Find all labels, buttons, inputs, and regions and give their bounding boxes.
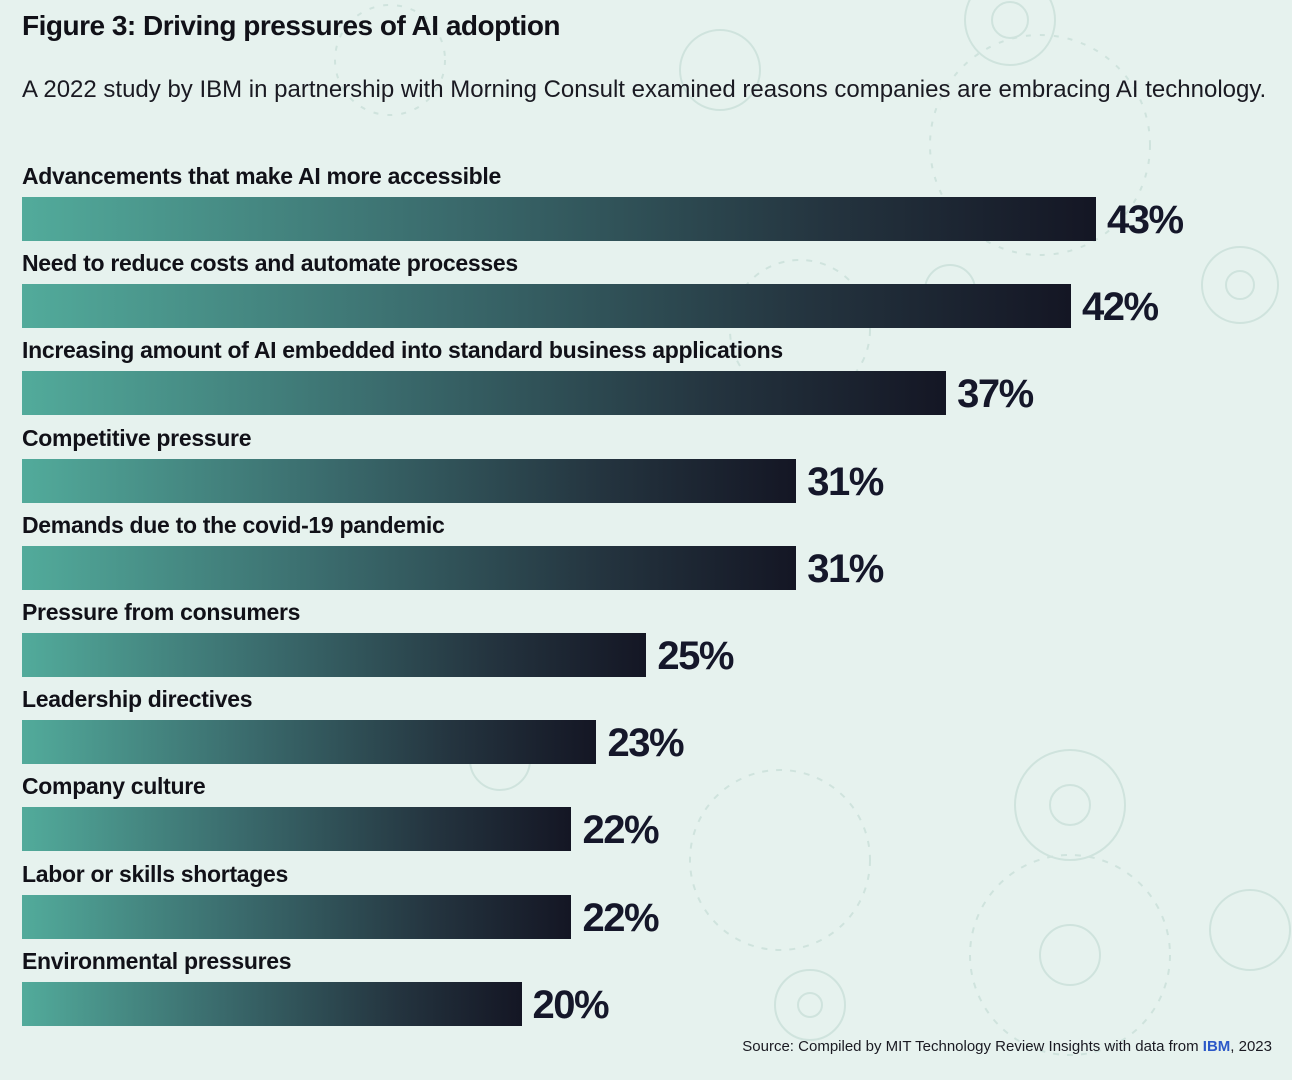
- bar-value-label: 20%: [532, 982, 610, 1027]
- bar-value-label: 22%: [582, 808, 659, 853]
- bar-label: Company culture: [22, 773, 206, 800]
- source-suffix: , 2023: [1230, 1038, 1272, 1055]
- bar-value-label: 43%: [1107, 198, 1184, 242]
- bar-label: Advancements that make AI more accessibl…: [22, 163, 502, 189]
- source-note: Source: Compiled by MIT Technology Revie…: [742, 1038, 1272, 1055]
- bar-value-label: 25%: [657, 634, 734, 678]
- bar-label: Labor or skills shortages: [22, 860, 289, 887]
- bar: [22, 371, 947, 416]
- bar-value-label: 31%: [807, 546, 884, 591]
- bar: [22, 807, 572, 852]
- bar: [22, 633, 647, 677]
- bar: [22, 458, 797, 503]
- figure-title: Figure 3: Driving pressures of AI adopti…: [22, 10, 561, 41]
- bar: [22, 894, 572, 939]
- bar-label: Environmental pressures: [22, 947, 292, 974]
- bar: [22, 545, 797, 590]
- bar-label: Pressure from consumers: [22, 599, 301, 625]
- bar-value-label: 42%: [1082, 285, 1159, 330]
- bar-value-label: 37%: [957, 372, 1034, 417]
- source-ibm-link: IBM: [1202, 1038, 1231, 1055]
- bar-value-label: 31%: [807, 459, 884, 504]
- bar: [22, 284, 1072, 329]
- bar-label: Increasing amount of AI embedded into st…: [22, 337, 783, 364]
- bar-value-label: 23%: [607, 721, 684, 766]
- bar: [22, 720, 597, 765]
- source-prefix: Source: Compiled by MIT Technology Revie…: [742, 1038, 1203, 1055]
- bar-label: Competitive pressure: [22, 424, 252, 451]
- bar-label: Demands due to the covid-19 pandemic: [22, 511, 445, 538]
- bar-value-label: 22%: [582, 895, 659, 940]
- bar: [22, 197, 1096, 241]
- bar-label: Need to reduce costs and automate proces…: [22, 250, 518, 277]
- figure-subtitle: A 2022 study by IBM in partnership with …: [22, 76, 1267, 103]
- bar-label: Leadership directives: [22, 686, 253, 713]
- bar: [22, 981, 522, 1026]
